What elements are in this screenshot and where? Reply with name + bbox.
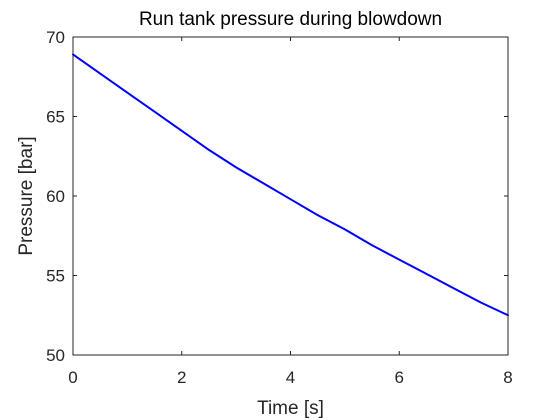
y-tick-label: 70 bbox=[46, 28, 65, 47]
series-line bbox=[72, 53, 509, 317]
x-tick-label: 6 bbox=[395, 368, 404, 387]
y-tick-label: 65 bbox=[46, 108, 65, 127]
x-axis-label: Time [s] bbox=[257, 398, 324, 419]
y-axis-label: Pressure [bar] bbox=[16, 136, 37, 255]
x-tick-label: 2 bbox=[177, 368, 186, 387]
chart-title: Run tank pressure during blowdown bbox=[139, 9, 442, 30]
x-tick-label: 4 bbox=[286, 368, 295, 387]
y-tick-label: 55 bbox=[46, 267, 65, 286]
y-tick-label: 60 bbox=[46, 187, 65, 206]
plot-area bbox=[73, 37, 508, 355]
x-tick-label: 0 bbox=[68, 368, 77, 387]
series-layer bbox=[72, 53, 509, 317]
y-tick-label: 50 bbox=[46, 346, 65, 365]
ticks-layer: 0 2 4 6 8 50 55 60 65 70 bbox=[46, 28, 513, 387]
axes-box bbox=[72, 36, 509, 356]
x-tick-label: 8 bbox=[503, 368, 512, 387]
